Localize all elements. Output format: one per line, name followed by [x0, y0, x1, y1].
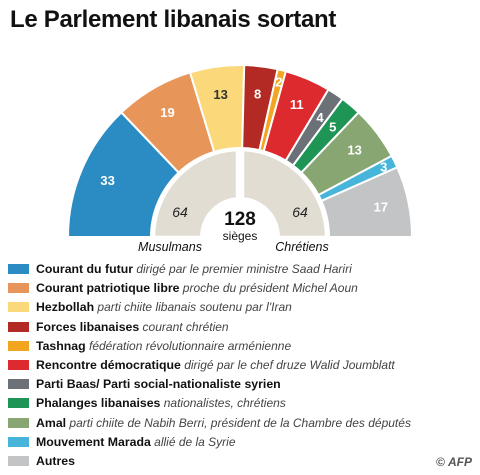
legend-description: proche du président Michel Aoun	[179, 281, 358, 296]
legend-swatch	[8, 264, 29, 274]
legend-swatch	[8, 436, 29, 447]
afp-logo-text: AFP	[448, 455, 472, 469]
chart-title: Le Parlement libanais sortant	[10, 6, 337, 33]
afp-credit: © AFP	[436, 455, 472, 469]
legend-swatch	[8, 340, 29, 351]
slice-value-parti-baas-parti-social-nationaliste-syrien: 4	[316, 110, 324, 125]
legend-item: Courant du futur dirigé par le premier m…	[6, 260, 480, 279]
legend-description: allié de la Syrie	[150, 434, 236, 449]
legend-name: Tashnag	[36, 338, 86, 353]
legend-item: Hezbollah parti chiite libanais soutenu …	[6, 298, 480, 317]
legend-swatch	[8, 359, 29, 370]
legend-swatch	[8, 379, 29, 390]
legend-description: dirigé par le premier ministre Saad Hari…	[133, 262, 352, 276]
legend-description: courant chrétien	[139, 319, 229, 334]
hemicycle-slices	[66, 64, 414, 238]
legend-description: parti chiite libanais soutenu par l'Iran	[94, 300, 292, 315]
legend-item: Parti Baas/ Parti social-nationaliste sy…	[6, 375, 480, 394]
legend-item: Forces libanaises courant chrétien	[6, 318, 480, 337]
legend-item: Phalanges libanaises nationalistes, chré…	[6, 394, 480, 413]
center-disc	[200, 197, 280, 237]
legend-swatch	[8, 321, 29, 332]
legend-name: Amal	[36, 415, 67, 430]
legend-name: Phalanges libanaises	[36, 396, 161, 411]
slice-value-phalanges-libanaises: 5	[329, 119, 336, 134]
legend-item: Tashnag fédération révolutionnaire armén…	[6, 337, 480, 356]
legend-description: parti chiite de Nabih Berri, président d…	[66, 415, 411, 430]
legend-swatch	[8, 302, 29, 313]
legend-name: Courant du futur	[36, 262, 133, 276]
legend-description: nationalistes, chrétiens	[160, 396, 286, 411]
legend-name: Courant patriotique libre	[36, 281, 180, 296]
slice-value-hezbollah: 13	[213, 87, 227, 102]
legend-description: fédération révolutionnaire arménienne	[85, 338, 292, 353]
bloc-semicircle: 128 sièges 64 64 Musulmans Chrétiens	[138, 148, 329, 254]
legend-item: Amal parti chiite de Nabih Berri, présid…	[6, 414, 480, 433]
legend-name: Hezbollah	[36, 300, 95, 315]
legend-name: Rencontre démocratique	[36, 357, 181, 372]
slice-autres	[320, 165, 414, 238]
total-seats-value: 128	[224, 209, 256, 230]
legend-name: Parti Baas/ Parti social-nationaliste sy…	[36, 377, 281, 392]
legend-swatch	[8, 398, 29, 409]
legend-name: Autres	[36, 453, 75, 468]
legend: Courant du futur dirigé par le premier m…	[6, 260, 480, 471]
copyright-symbol: ©	[436, 455, 445, 469]
legend-description: dirigé par le chef druze Walid Joumblatt	[180, 357, 395, 372]
slice-value-courant-patriotique-libre: 19	[160, 105, 174, 120]
slice-value-courant-du-futur: 33	[100, 173, 114, 188]
slice-value-labels: 33 19 13 82 11 45 13 3 17	[100, 74, 388, 214]
bloc-chretiens-label: Chrétiens	[275, 240, 329, 254]
total-seats-label: sièges	[223, 229, 258, 243]
slice-value-amal: 13	[347, 142, 361, 157]
legend-swatch	[8, 455, 29, 466]
slice-value-mouvement-marada: 3	[380, 159, 387, 174]
legend-item: Courant patriotique libre proche du prés…	[6, 279, 480, 298]
legend-swatch	[8, 283, 29, 294]
bloc-musulmans-value: 64	[172, 204, 188, 220]
legend-name: Forces libanaises	[36, 319, 140, 334]
slice-value-autres: 17	[374, 200, 388, 215]
legend-item: Rencontre démocratique dirigé par le che…	[6, 356, 480, 375]
legend-swatch	[8, 417, 29, 428]
bloc-chretiens-value: 64	[292, 204, 308, 220]
bloc-musulmans-label: Musulmans	[138, 240, 202, 254]
slice-value-forces-libanaises: 8	[254, 87, 261, 102]
parliament-hemicycle-chart: 128 sièges 64 64 Musulmans Chrétiens 33 1…	[66, 64, 414, 254]
legend-name: Mouvement Marada	[36, 434, 151, 449]
legend-item: Autres	[6, 452, 480, 471]
legend-item: Mouvement Marada allié de la Syrie	[6, 433, 480, 452]
slice-value-tashnag: 2	[275, 74, 282, 89]
slice-value-rencontre-democratique: 11	[290, 97, 304, 112]
